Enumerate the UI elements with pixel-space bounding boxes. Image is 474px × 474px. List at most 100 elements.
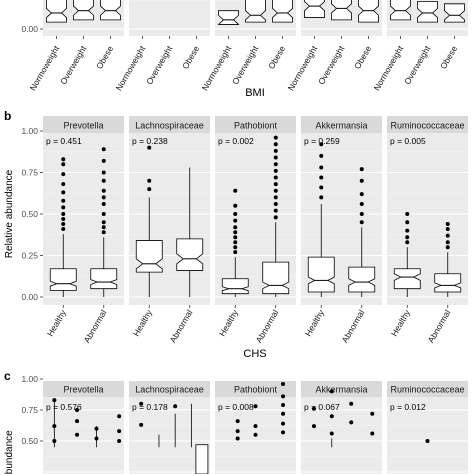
outlier-point	[233, 245, 238, 250]
outlier-point	[61, 172, 66, 177]
category-label: Abnormal	[82, 308, 109, 345]
outlier-point	[101, 178, 106, 183]
outlier-point	[273, 182, 278, 187]
outlier-point	[233, 235, 238, 240]
category-label: Normoweight	[114, 43, 148, 92]
p-value-label: p = 0.012	[390, 402, 426, 412]
outlier-point	[329, 431, 334, 436]
outlier-point	[173, 404, 178, 409]
y-axis-title: abundance	[4, 430, 15, 474]
outlier-point	[101, 230, 106, 235]
category-label: Healthy	[217, 307, 240, 338]
box	[331, 0, 352, 21]
outlier-point	[233, 212, 238, 216]
category-label: Abnormal	[254, 308, 281, 345]
outlier-point	[61, 205, 66, 210]
facet-background	[129, 133, 210, 305]
outlier-point	[370, 431, 375, 436]
y-tick-label: 0.00	[21, 292, 38, 302]
outlier-point	[101, 202, 106, 207]
outlier-point	[75, 419, 80, 424]
outlier-point	[235, 436, 240, 441]
y-tick-label: 0.25	[21, 251, 38, 261]
facet-strip-label: Lachnospiraceae	[135, 121, 204, 131]
facet-strip	[129, 381, 210, 397]
facet-strip	[301, 381, 382, 397]
outlier-point	[273, 162, 278, 167]
facet-strip	[129, 116, 210, 133]
outlier-point	[147, 187, 152, 192]
outlier-point	[61, 182, 66, 187]
box	[221, 278, 249, 295]
outlier-point	[425, 439, 430, 443]
outlier-point	[233, 188, 238, 193]
outlier-point	[349, 420, 354, 425]
facet-strip-label: Akkermansia	[315, 121, 367, 131]
outlier-point	[61, 162, 66, 167]
outlier-point	[94, 426, 99, 431]
outlier-point	[147, 145, 152, 150]
outlier-point	[253, 432, 258, 437]
category-label: Normoweight	[372, 43, 406, 92]
outlier-point	[319, 185, 324, 190]
facet-strip	[301, 116, 382, 133]
outlier-point	[319, 195, 324, 200]
facet-strip-label: Ruminococcaceae	[390, 121, 464, 131]
outlier-point	[101, 220, 106, 225]
outlier-point	[233, 225, 238, 230]
box	[49, 268, 77, 291]
outlier-point	[101, 158, 106, 163]
outlier-point	[349, 401, 354, 406]
category-label: Obese	[180, 44, 201, 71]
outlier-point	[319, 142, 324, 147]
outlier-point	[281, 394, 286, 399]
facet-strip	[43, 381, 124, 397]
outlier-point	[61, 190, 66, 195]
p-value-label: p = 0.008	[218, 402, 254, 412]
category-label: Abnormal	[426, 308, 453, 345]
outlier-point	[273, 208, 278, 213]
outlier-point	[281, 430, 286, 435]
outlier-point	[311, 424, 316, 429]
box	[434, 273, 462, 293]
outlier-point	[52, 398, 57, 403]
box	[135, 240, 163, 273]
outlier-point	[139, 422, 144, 427]
outlier-point	[359, 192, 364, 197]
outlier-point	[281, 381, 286, 386]
outlier-point	[273, 188, 278, 193]
outlier-point	[233, 230, 238, 235]
outlier-point	[117, 414, 122, 419]
outlier-point	[75, 432, 80, 437]
outlier-point	[405, 235, 410, 240]
outlier-point	[61, 198, 66, 203]
y-tick-label: 1.00	[21, 126, 38, 136]
outlier-point	[359, 178, 364, 183]
box	[176, 238, 204, 271]
y-tick-label: 0.75	[21, 168, 38, 178]
outlier-point	[235, 419, 240, 424]
outlier-point	[233, 250, 238, 255]
outlier-point	[273, 215, 278, 220]
category-label: Obese	[266, 44, 287, 71]
outlier-point	[359, 202, 364, 207]
outlier-point	[359, 212, 364, 216]
outlier-point	[61, 212, 66, 216]
p-value-label: p = 0.576	[46, 402, 82, 412]
panel-label: b	[4, 109, 11, 123]
outlier-point	[273, 142, 278, 147]
outlier-point	[405, 228, 410, 233]
category-label: Normoweight	[28, 43, 62, 92]
p-value-label: p = 0.238	[132, 136, 168, 146]
outlier-point	[233, 218, 238, 223]
box	[307, 256, 335, 293]
box	[348, 266, 376, 293]
facet-strip-label: Prevotella	[63, 121, 103, 131]
outlier-point	[52, 424, 57, 429]
box	[304, 0, 325, 18]
facet-strip-label: Pathobiont	[234, 121, 278, 131]
p-value-label: p = 0.259	[304, 136, 340, 146]
category-label: Healthy	[131, 307, 154, 338]
y-tick-label: 0.50	[21, 209, 38, 219]
x-axis-title: CHS	[243, 348, 266, 360]
